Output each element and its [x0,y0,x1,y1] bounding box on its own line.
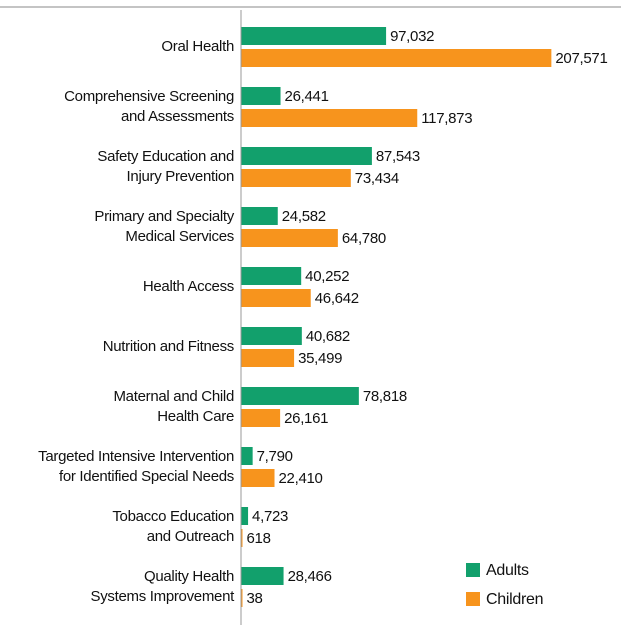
category-label: Oral Health [161,38,234,55]
value-label: 46,642 [315,290,359,307]
value-label: 618 [247,530,271,547]
category-label: Quality Health [144,568,234,585]
bar [241,147,372,165]
category-label: Targeted Intensive Intervention [38,448,234,465]
bar [241,589,243,607]
category-label: Health Access [143,278,234,295]
bar [241,289,311,307]
bar [241,207,278,225]
bar [241,169,351,187]
category-label: Medical Services [125,228,234,245]
value-label: 87,543 [376,148,420,165]
category-label: Systems Improvement [90,588,235,605]
bar [241,87,281,105]
bar [241,507,249,525]
category-label: Comprehensive Screening [64,88,234,105]
value-label: 26,441 [285,88,329,105]
value-label: 40,682 [306,328,350,345]
bar [241,529,243,547]
category-label: Safety Education and [97,148,234,165]
value-label: 97,032 [390,28,434,45]
bar [241,349,295,367]
category-label: and Outreach [147,528,234,545]
bar [241,327,302,345]
category-label: Injury Prevention [127,168,234,185]
bar [241,229,338,247]
bar [241,49,552,67]
bar [241,447,253,465]
value-label: 22,410 [279,470,323,487]
bar [241,567,284,585]
bar [241,109,418,127]
bar [241,27,387,45]
value-label: 40,252 [305,268,349,285]
value-label: 7,790 [257,448,293,465]
bar [241,267,302,285]
value-label: 64,780 [342,230,386,247]
bar [241,409,281,427]
value-label: 28,466 [288,568,332,585]
value-label: 38 [247,590,263,607]
value-label: 78,818 [363,388,407,405]
legend-swatch [466,563,480,577]
legend-label: Adults [486,562,529,579]
value-label: 117,873 [421,110,472,127]
category-label: and Assessments [121,108,234,125]
value-label: 4,723 [252,508,288,525]
category-label: Nutrition and Fitness [103,338,234,355]
value-label: 207,571 [555,50,607,67]
legend-swatch [466,592,480,606]
bar [241,387,359,405]
legend-label: Children [486,591,543,608]
value-label: 24,582 [282,208,326,225]
value-label: 35,499 [298,350,342,367]
category-label: for Identified Special Needs [59,468,234,485]
category-label: Primary and Specialty [94,208,234,225]
value-label: 73,434 [355,170,399,187]
bar [241,469,275,487]
category-label: Health Care [157,408,234,425]
category-label: Tobacco Education [112,508,234,525]
category-label: Maternal and Child [113,388,234,405]
value-label: 26,161 [284,410,328,427]
